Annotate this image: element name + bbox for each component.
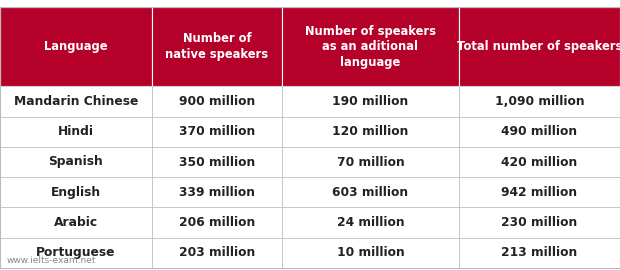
Text: Arabic: Arabic [54, 216, 98, 229]
Bar [282, 238, 459, 268]
Text: 203 million: 203 million [179, 246, 255, 259]
Bar [0, 117, 152, 147]
Text: Language: Language [44, 40, 108, 53]
Text: Spanish: Spanish [48, 156, 104, 168]
Bar [459, 7, 620, 86]
Text: 24 million: 24 million [337, 216, 404, 229]
Text: 942 million: 942 million [502, 186, 577, 199]
Bar [0, 238, 152, 268]
Bar [152, 177, 282, 207]
Text: www.ielts-exam.net: www.ielts-exam.net [6, 256, 95, 265]
Bar [152, 238, 282, 268]
Bar [282, 177, 459, 207]
Bar [152, 7, 282, 86]
Text: 339 million: 339 million [179, 186, 255, 199]
Bar [459, 86, 620, 117]
Text: Mandarin Chinese: Mandarin Chinese [14, 95, 138, 108]
Text: 1,090 million: 1,090 million [495, 95, 584, 108]
Text: English: English [51, 186, 101, 199]
Bar [282, 7, 459, 86]
Text: Number of
native speakers: Number of native speakers [166, 32, 268, 61]
Text: 213 million: 213 million [502, 246, 577, 259]
Bar [459, 177, 620, 207]
Text: Portuguese: Portuguese [36, 246, 116, 259]
Bar [0, 147, 152, 177]
Text: 190 million: 190 million [332, 95, 409, 108]
Bar [282, 147, 459, 177]
Bar [282, 86, 459, 117]
Bar [282, 207, 459, 238]
Bar [459, 147, 620, 177]
Bar [152, 207, 282, 238]
Text: 900 million: 900 million [179, 95, 255, 108]
Text: 10 million: 10 million [337, 246, 404, 259]
Text: Number of speakers
as an aditional
language: Number of speakers as an aditional langu… [305, 25, 436, 69]
Bar [152, 147, 282, 177]
Text: 70 million: 70 million [337, 156, 404, 168]
Text: Hindi: Hindi [58, 125, 94, 138]
Text: 120 million: 120 million [332, 125, 409, 138]
Text: 603 million: 603 million [332, 186, 409, 199]
Bar [0, 177, 152, 207]
Text: 490 million: 490 million [502, 125, 577, 138]
Bar [0, 86, 152, 117]
Text: 350 million: 350 million [179, 156, 255, 168]
Text: 206 million: 206 million [179, 216, 255, 229]
Bar [152, 86, 282, 117]
Bar [0, 207, 152, 238]
Bar [459, 238, 620, 268]
Bar [459, 117, 620, 147]
Text: Total number of speakers: Total number of speakers [457, 40, 620, 53]
Bar [152, 117, 282, 147]
Text: 370 million: 370 million [179, 125, 255, 138]
Text: 420 million: 420 million [502, 156, 577, 168]
Bar [282, 117, 459, 147]
Bar [459, 207, 620, 238]
Text: 230 million: 230 million [502, 216, 577, 229]
Bar [0, 7, 152, 86]
